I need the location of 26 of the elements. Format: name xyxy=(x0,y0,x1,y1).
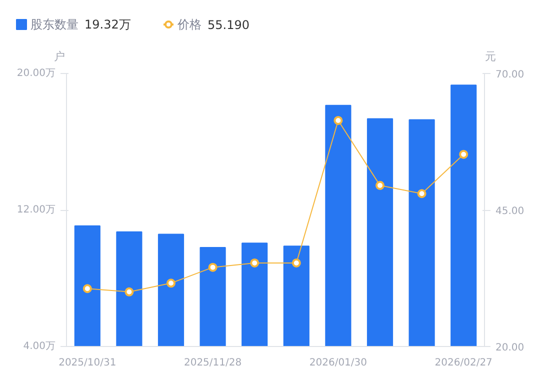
x-tick-label: 2026/01/30 xyxy=(309,358,368,368)
y2-tick-label: 20.00 xyxy=(496,342,524,354)
legend-label: 股东数量 xyxy=(30,18,78,32)
y2-tick-label: 70.00 xyxy=(496,70,524,80)
text: 55.190 xyxy=(208,18,250,32)
point xyxy=(292,258,301,268)
x-tick-label: 2026/02/27 xyxy=(434,358,492,368)
text: 19.32万 xyxy=(84,18,131,32)
y-tick-label: 20.00万 xyxy=(16,68,56,79)
point xyxy=(208,262,218,272)
point xyxy=(82,284,92,294)
y-tick-label: 12.00万 xyxy=(16,204,56,216)
legend-label: 价格 xyxy=(176,18,202,32)
point xyxy=(417,189,426,198)
point xyxy=(334,116,343,125)
y-axis-title: 户 xyxy=(54,50,65,63)
point xyxy=(124,287,134,296)
x-tick-label: 2025/11/28 xyxy=(184,358,242,368)
y2-tick-label: 45.00 xyxy=(496,206,524,217)
point xyxy=(459,150,468,159)
y-tick-label: 4.00万 xyxy=(23,341,56,352)
y2-axis-title: 元 xyxy=(485,50,496,63)
point xyxy=(166,278,176,288)
point xyxy=(250,258,260,268)
point xyxy=(376,180,384,190)
x-tick-label: 2025/10/31 xyxy=(58,358,116,368)
